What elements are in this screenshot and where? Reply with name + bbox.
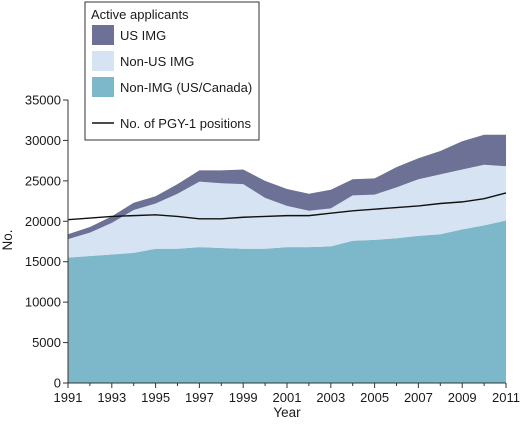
y-tick-label: 25000 — [25, 173, 61, 188]
x-tick-label: 1995 — [141, 390, 170, 405]
y-tick-label: 35000 — [25, 93, 61, 108]
y-axis-ticks: 0 5000 10000 15000 20000 25000 30000 35000 — [25, 93, 68, 391]
y-tick-label: 30000 — [25, 133, 61, 148]
x-tick-label: 1999 — [229, 390, 258, 405]
x-tick-label: 1993 — [97, 390, 126, 405]
x-tick-label: 2005 — [360, 390, 389, 405]
area-non-us-img — [68, 164, 506, 258]
legend-swatch-non-img — [92, 77, 114, 97]
y-tick-label: 5000 — [32, 335, 61, 350]
x-tick-label: 2011 — [492, 390, 520, 405]
legend-title: Active applicants — [91, 7, 189, 22]
line-no-of-pgy-1-positions — [67, 192, 507, 221]
legend-label-us-img: US IMG — [120, 28, 166, 43]
area-us-img — [68, 134, 506, 240]
y-tick-label: 20000 — [25, 214, 61, 229]
x-tick-label: 2007 — [404, 390, 433, 405]
x-tick-label: 2003 — [316, 390, 345, 405]
y-axis-title: No. — [0, 229, 15, 250]
legend: Active applicants US IMG Non-US IMG Non-… — [84, 1, 260, 141]
x-tick-label: 2001 — [273, 390, 302, 405]
x-axis-title: Year — [273, 405, 301, 420]
y-tick-label: 10000 — [25, 295, 61, 310]
y-tick-label: 0 — [54, 376, 61, 391]
legend-swatch-us-img — [92, 25, 114, 45]
x-tick-label: 1991 — [54, 390, 83, 405]
stacked-areas — [68, 134, 506, 383]
area-non-img-us-canada — [68, 220, 506, 383]
position-line-layer — [67, 192, 507, 221]
legend-label-non-img: Non-IMG (US/Canada) — [120, 80, 252, 95]
x-tick-label: 2009 — [448, 390, 477, 405]
legend-label-pgy1-positions: No. of PGY-1 positions — [120, 116, 252, 131]
legend-swatch-non-us-img — [92, 51, 114, 71]
legend-label-non-us-img: Non-US IMG — [120, 54, 194, 69]
y-tick-label: 15000 — [25, 254, 61, 269]
x-tick-label: 1997 — [185, 390, 214, 405]
x-axis-ticks: 1991 1993 1995 1997 1999 2001 2003 2005 2007 2009… — [54, 383, 520, 405]
